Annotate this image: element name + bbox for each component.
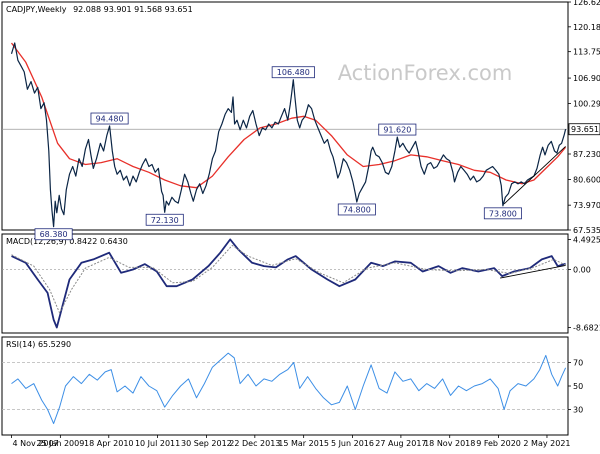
rsi-series-layer — [11, 352, 567, 425]
trendline-line — [500, 264, 566, 279]
last-price-marker — [568, 123, 600, 136]
trendline-line — [503, 146, 566, 205]
macd-tick-label: 4.4925 — [573, 235, 600, 244]
rsi-axis-layer: 70 50 30 — [568, 359, 583, 415]
price-trendline-layer — [503, 146, 566, 205]
chart-symbol-name: CADJPY,Weekly — [6, 5, 67, 14]
annotation-label: 73.800 — [489, 209, 517, 218]
chart-ohlc: 92.088 93.901 91.568 93.651 — [73, 5, 193, 14]
x-tick-label: 27 Aug 2017 — [375, 439, 426, 448]
price-tick-label: 87.230 — [573, 150, 600, 159]
x-tick-label: 10 Jul 2011 — [135, 439, 180, 448]
x-tick-label: 18 Apr 2010 — [84, 439, 133, 448]
macd-tick-label: 0.00 — [573, 265, 591, 274]
annotation-label: 106.480 — [277, 68, 310, 77]
watermark: ActionForex.com — [338, 61, 513, 85]
x-tick-label: 5 Jun 2016 — [331, 439, 374, 448]
price-axis-layer: 126.620 120.185 113.750 106.905 100.295 93.65… — [568, 0, 600, 235]
price-tick-label: 80.600 — [573, 176, 600, 185]
annotation-box — [145, 213, 184, 226]
macd-panel-frame — [1, 233, 569, 334]
moving-average-layer — [10, 42, 567, 189]
price-line — [10, 42, 567, 228]
price-tick-label: 67.535 — [573, 226, 600, 235]
annotation-label: 94.480 — [96, 115, 124, 124]
price-tick-label: 93.651 — [571, 125, 599, 134]
rsi-line — [11, 352, 567, 425]
annotation-label: 91.620 — [383, 126, 411, 135]
price-tick-label: 100.295 — [573, 100, 600, 109]
signal-line — [11, 244, 566, 314]
annotation-box — [378, 123, 417, 136]
macd-label: MACD(12,26,9) 0.8422 0.6430 — [6, 237, 128, 246]
annotation-label: 74.800 — [343, 205, 371, 214]
macd-axis-layer: 4.4925 0.00 -8.6821 — [568, 235, 600, 333]
macd-line — [11, 238, 566, 329]
annotation-label: 68.380 — [40, 230, 68, 239]
x-tick-label: 18 Nov 2018 — [424, 439, 475, 448]
x-tick-label: 22 Dec 2013 — [229, 439, 280, 448]
price-panel-frame — [1, 1, 569, 231]
rsi-tick-label: 50 — [573, 382, 583, 391]
x-tick-label: 15 Mar 2015 — [278, 439, 329, 448]
price-tick-label: 73.970 — [573, 201, 600, 210]
price-series-layer — [10, 42, 567, 228]
moving-average-line — [10, 42, 567, 189]
rsi-tick-label: 30 — [573, 406, 583, 415]
annotation-label: 72.130 — [151, 216, 179, 225]
x-tick-label: 30 Sep 2012 — [181, 439, 232, 448]
price-tick-label: 126.620 — [573, 0, 600, 7]
annotation-box — [271, 66, 315, 79]
price-tick-label: 113.750 — [573, 48, 600, 57]
x-tick-label: 2 May 2021 — [523, 439, 570, 448]
annotation-box — [337, 203, 376, 216]
x-tick-label: 4 Nov 2007 — [13, 439, 59, 448]
rsi-levels-layer — [2, 362, 568, 410]
macd-series-layer — [11, 238, 566, 329]
chart-symbol: CADJPY,Weekly 92.088 93.901 91.568 93.65… — [6, 5, 193, 14]
x-tick-label: 9 Feb 2020 — [476, 439, 521, 448]
rsi-label: RSI(14) 65.5290 — [6, 340, 71, 349]
annotation-box — [34, 228, 73, 241]
macd-tick-label: -8.6821 — [573, 324, 600, 333]
annotation-box — [90, 112, 129, 125]
price-tick-label: 120.185 — [573, 23, 600, 32]
annotation-box — [483, 207, 522, 220]
x-tick-label: 25 Jan 2009 — [36, 439, 84, 448]
price-tick-label: 106.905 — [573, 74, 600, 83]
price-annotations-layer: 68.380 94.480 72.130 106.480 74.800 91.620 73.… — [34, 66, 522, 241]
rsi-tick-label: 70 — [573, 359, 583, 368]
